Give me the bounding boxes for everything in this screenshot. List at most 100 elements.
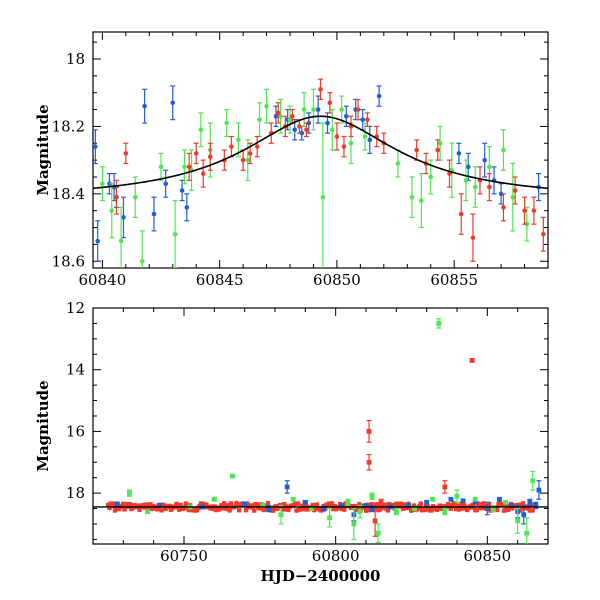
x-tick-label: 60840 [79, 271, 127, 289]
data-point-red [135, 503, 141, 508]
data-point-blue [448, 496, 454, 502]
data-point-red [372, 502, 377, 507]
data-point-blue [424, 499, 430, 505]
data-point-green [409, 194, 415, 200]
data-point-blue [497, 496, 502, 502]
data-point-red [116, 506, 122, 512]
data-point-red [459, 501, 464, 507]
data-point-red [303, 504, 309, 509]
data-point-green [320, 194, 326, 200]
data-point-green [198, 127, 204, 133]
x-tick-label: 60750 [160, 547, 208, 565]
data-point-red [112, 508, 118, 513]
data-point-green [501, 147, 506, 153]
y-tick-label: 12 [66, 299, 85, 317]
data-point-red [510, 506, 515, 511]
data-point-blue [465, 164, 471, 170]
data-point-red [531, 208, 537, 213]
data-point-red [257, 506, 262, 511]
data-point-blue [163, 181, 169, 187]
data-point-blue [521, 512, 527, 518]
data-point-red [235, 502, 241, 508]
data-point-red [500, 502, 505, 507]
data-point-green [245, 157, 251, 163]
data-point-blue [184, 205, 190, 210]
plot-frame [92, 307, 549, 545]
data-point-red [479, 505, 485, 511]
data-point-red [519, 503, 524, 509]
data-point-red [442, 484, 448, 490]
data-point-red [372, 518, 378, 524]
data-point-green [419, 198, 424, 203]
data-point-blue [157, 503, 163, 508]
data-point-red [213, 507, 219, 513]
data-point-red [298, 506, 303, 512]
data-point-blue [456, 151, 462, 156]
data-point-blue [376, 93, 382, 99]
data-point-green [362, 134, 368, 139]
data-point-red [220, 506, 226, 511]
data-point-red [385, 508, 391, 513]
data-point-red [240, 157, 246, 163]
data-point-red [120, 501, 126, 507]
data-point-red [292, 501, 298, 506]
data-point-green [230, 473, 235, 479]
data-point-red [377, 507, 383, 512]
data-point-blue [339, 503, 345, 508]
data-point-red [111, 501, 116, 506]
data-point-green [515, 518, 521, 524]
data-point-green [395, 161, 401, 166]
data-point-red [449, 504, 455, 509]
data-point-red [404, 505, 410, 511]
data-point-red [407, 505, 413, 511]
data-point-green [224, 120, 229, 126]
data-point-red [487, 184, 492, 190]
data-point-red [127, 501, 133, 507]
data-point-blue [533, 503, 539, 508]
data-point-red [247, 151, 253, 156]
data-point-red [310, 502, 316, 508]
data-point-red [355, 107, 361, 112]
data-point-blue [360, 117, 366, 122]
data-point-blue [472, 499, 478, 505]
data-point-green [357, 509, 363, 515]
data-point-red [447, 503, 452, 508]
data-point-red [435, 147, 441, 153]
data-point-red [456, 507, 462, 512]
data-point-red [148, 502, 153, 507]
y-tick-label: 18.6 [52, 252, 85, 270]
data-point-red [186, 164, 192, 170]
data-point-red [452, 501, 458, 507]
data-point-red [105, 502, 111, 508]
data-point-green [375, 530, 381, 536]
data-point-red [470, 502, 475, 508]
data-point-red [145, 502, 150, 507]
data-point-green [145, 509, 150, 515]
x-tick-label: 60845 [196, 271, 244, 289]
data-point-red [477, 502, 482, 507]
y-tick-label: 18.2 [52, 117, 85, 135]
data-point-red [167, 503, 172, 509]
data-point-red [512, 188, 518, 193]
data-point-blue [536, 487, 542, 493]
data-point-red [381, 505, 387, 511]
data-point-green [158, 164, 164, 170]
data-point-red [265, 501, 271, 506]
data-point-blue [406, 503, 411, 508]
data-point-red [243, 507, 249, 513]
data-point-red [486, 501, 492, 507]
data-point-red [399, 501, 404, 507]
data-point-red [342, 507, 347, 512]
x-tick-label: 60855 [430, 271, 478, 289]
data-point-red [365, 117, 370, 122]
data-point-red [334, 134, 340, 139]
data-point-red [207, 154, 213, 160]
data-point-red [227, 508, 232, 513]
data-point-red [414, 147, 419, 153]
data-point-red [312, 507, 317, 513]
data-point-red [448, 506, 453, 511]
data-point-blue [302, 499, 308, 505]
data-point-blue [363, 503, 369, 508]
data-point-red [341, 144, 347, 149]
